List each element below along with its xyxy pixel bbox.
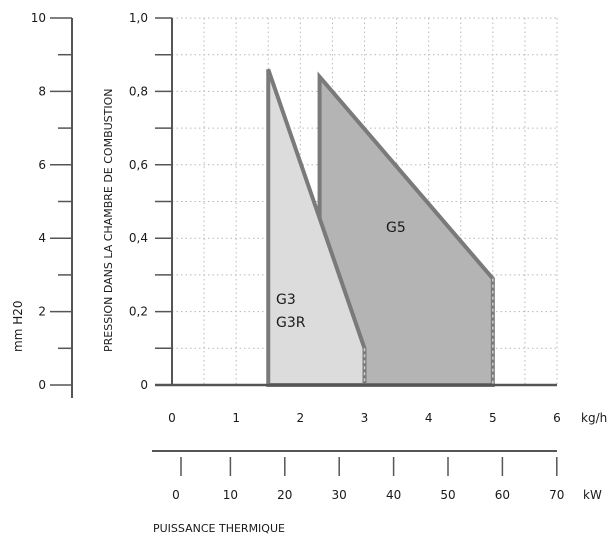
kw-tick-label: 0 [172, 488, 180, 502]
y-tick-label: 0,4 [129, 231, 148, 245]
kw-tick-label: 20 [277, 488, 292, 502]
y-tick-label: 0,6 [129, 158, 148, 172]
mmh2o-axis-label: mm H20 [11, 301, 25, 353]
x-tick-label: 1 [232, 411, 240, 425]
y-tick-label: 0,8 [129, 84, 148, 98]
mmh2o-tick-label: 8 [38, 84, 46, 98]
x-tick-label: 0 [168, 411, 176, 425]
kw-tick-label: 60 [495, 488, 510, 502]
x-unit-label: kg/h [581, 411, 607, 425]
y-axis-title: PRESSION DANS LA CHAMBRE DE COMBUSTION [102, 88, 115, 352]
regions [266, 68, 495, 387]
kw-tick-label: 40 [386, 488, 401, 502]
kw-tick-label: 30 [332, 488, 347, 502]
kw-tick-label: 50 [440, 488, 455, 502]
y-tick-label: 0,2 [129, 305, 148, 319]
kw-axis: 0 10 20 30 40 50 60 70 kW [152, 450, 602, 502]
x-tick-label: 3 [361, 411, 369, 425]
kw-tick-label: 10 [223, 488, 238, 502]
label-g3: G3 [276, 292, 296, 308]
label-g5: G5 [386, 220, 406, 236]
y-tick-label: 0 [140, 378, 148, 392]
kw-ticks: 0 10 20 30 40 50 60 70 [172, 457, 564, 502]
mmh2o-tick-label: 6 [38, 158, 46, 172]
region-labels: G5 G3 G3R [276, 220, 406, 331]
mmh2o-axis: 0 2 4 6 8 10 mm H20 [11, 11, 73, 398]
x-tick-label: 6 [553, 411, 561, 425]
label-g3r: G3R [276, 315, 306, 331]
mmh2o-tick-label: 4 [38, 231, 46, 245]
x-axis-title: PUISSANCE THERMIQUE [153, 522, 285, 535]
kw-tick-label: 70 [549, 488, 564, 502]
plot-area: 0 0,2 0,4 0,6 0,8 1,0 0 1 2 3 4 5 6 kg/h G5 G3 G3R [129, 11, 607, 425]
mmh2o-tick-label: 10 [31, 11, 46, 25]
y-ticks: 0 0,2 0,4 0,6 0,8 1,0 [129, 11, 172, 392]
mmh2o-tick-label: 0 [38, 378, 46, 392]
x-tick-label: 2 [297, 411, 305, 425]
mmh2o-ticks: 0 2 4 6 8 10 [31, 11, 72, 392]
x-ticks: 0 1 2 3 4 5 6 [168, 411, 561, 425]
x-tick-label: 5 [489, 411, 497, 425]
mmh2o-tick-label: 2 [38, 305, 46, 319]
y-tick-label: 1,0 [129, 11, 148, 25]
kw-unit-label: kW [583, 488, 602, 502]
x-tick-label: 4 [425, 411, 433, 425]
